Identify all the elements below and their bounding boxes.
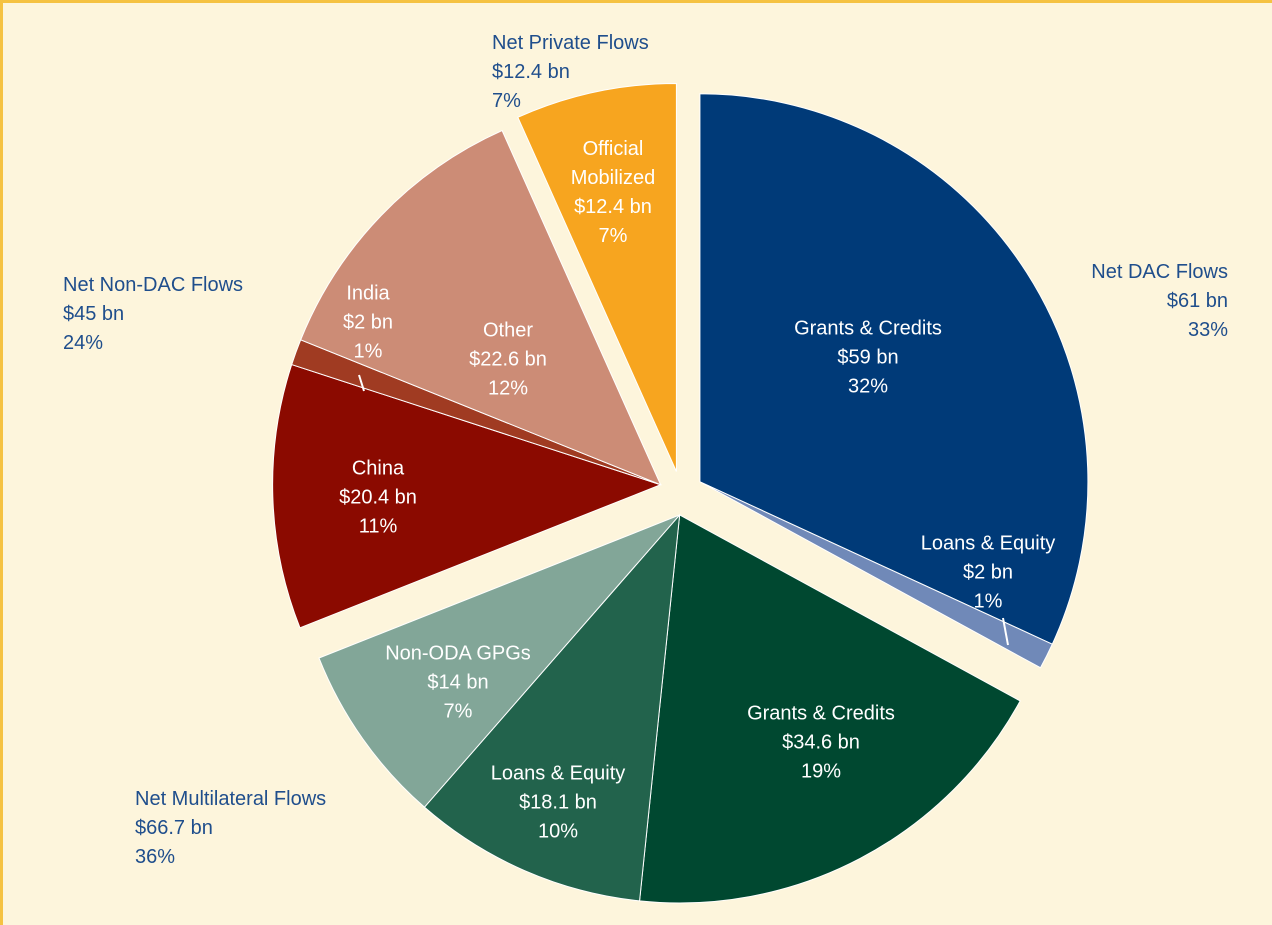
slice-value: $34.6 bn [782,731,860,754]
group-name: Net Multilateral Flows [135,788,327,810]
slice-label: Other $22.6 bn 12% [469,317,547,404]
pie-slice [300,129,662,486]
group-value: $61 bn [1166,290,1228,312]
slice-name: Loans & Equity [920,532,1056,555]
slice-value: $2 bn [342,311,394,334]
slice-name: Loans & Equity [490,762,626,785]
slice-value: $14 bn [427,671,489,694]
pie-slice [639,514,1021,904]
group-name: Net Non-DAC Flows [63,274,244,296]
group-name: Net DAC Flows [1091,261,1228,283]
slice-percent: 19% [800,760,842,783]
slice-label: Grants & Credits $59 bn 32% [794,315,942,402]
slice-label: Grants & Credits $34.6 bn 19% [747,700,895,787]
slice-percent: 1% [973,590,1003,613]
group-name: Net Private Flows [492,32,649,54]
slice-label: Non-ODA GPGs $14 bn 7% [385,640,531,727]
group-percent: 36% [135,846,176,868]
slice-name: Official Mobilized [570,138,656,189]
group-percent: 24% [63,332,104,354]
group-value: $45 bn [63,303,125,325]
group-value: $66.7 bn [135,817,213,839]
pie-slice [517,82,677,472]
slice-percent: 7% [443,700,473,723]
slice-name: Non-ODA GPGs [385,642,531,665]
slice-label: India $2 bn 1% [343,280,393,367]
slice-value: $2 bn [962,561,1014,584]
slice-percent: 12% [487,377,529,400]
pie-slice [423,513,681,902]
slice-name: Grants & Credits [747,702,895,725]
slice-percent: 1% [353,340,383,363]
slice-name: Grants & Credits [794,317,942,340]
group-percent: 7% [492,90,521,112]
slice-percent: 11% [358,515,398,538]
slice-name: India [346,282,390,305]
slice-label: China $20.4 bn 11% [339,455,417,542]
pie [272,82,1089,904]
slice-value: $59 bn [837,346,899,369]
group-percent: 33% [1187,319,1228,341]
slice-name: Other [482,319,534,342]
slice-percent: 7% [598,225,628,247]
group-label: Net DAC Flows $61 bn 33% [1091,258,1228,345]
slice-value: $12.4 bn [574,196,652,218]
group-label: Net Private Flows $12.4 bn 7% [492,29,649,116]
pie-slice [699,93,1089,645]
pie-slice [699,481,1053,669]
pie-slice [318,514,681,808]
slice-value: $20.4 bn [339,486,417,509]
slice-name: China [351,457,405,480]
slice-percent: 10% [537,820,579,843]
slice-value: $22.6 bn [469,348,547,371]
pie-slice [272,363,663,629]
slice-value: $18.1 bn [519,791,597,814]
slice-label: Loans & Equity $2 bn 1% [921,530,1056,617]
leader-line [358,374,365,392]
leader-line [1002,617,1009,646]
slice-percent: 32% [847,375,889,398]
group-label: Net Non-DAC Flows $45 bn 24% [63,271,243,358]
slice-label: Loans & Equity $18.1 bn 10% [491,760,626,847]
slice-label: Official Mobilized $12.4 bn 7% [558,135,668,251]
group-label: Net Multilateral Flows $66.7 bn 36% [135,785,326,872]
group-value: $12.4 bn [492,61,570,83]
